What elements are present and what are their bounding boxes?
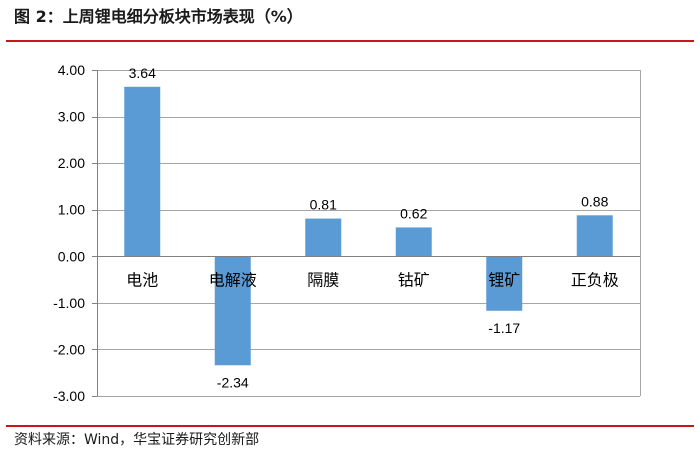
gridlines (97, 70, 641, 397)
data-labels: 3.64 -2.34 0.81 0.62 -1.17 0.88 (129, 65, 609, 390)
bar-隔膜 (305, 218, 342, 257)
data-label: 3.64 (129, 65, 156, 81)
y-tick-label: 2.00 (58, 155, 85, 171)
title-rule (6, 40, 694, 42)
category-label: 正负极 (571, 270, 619, 289)
data-label: 0.88 (581, 193, 608, 209)
axes (92, 70, 640, 397)
category-label: 电解液 (209, 270, 257, 289)
y-tick-label: 0.00 (58, 248, 85, 264)
category-labels: 电池 电解液 隔膜 钴矿 锂矿 正负极 (126, 270, 619, 289)
bars (124, 86, 613, 366)
category-label: 锂矿 (488, 270, 520, 289)
y-tick-label: -1.00 (53, 295, 85, 311)
y-tick-label: 3.00 (58, 109, 85, 125)
bar-正负极 (576, 215, 613, 257)
data-label: -2.34 (217, 374, 249, 390)
bar-电解液 (214, 256, 251, 366)
y-tick-label: -2.00 (53, 341, 85, 357)
y-tick-labels: 4.00 3.00 2.00 1.00 0.00 -1.00 -2.00 -3.00 (53, 62, 85, 404)
source-rule (6, 425, 694, 427)
figure-source: 资料来源：Wind，华宝证券研究创新部 (14, 432, 260, 448)
data-label: 0.81 (310, 197, 337, 213)
bar-电池 (124, 86, 161, 257)
data-label: -1.17 (488, 320, 520, 336)
figure-title: 图 2：上周锂电细分板块市场表现（%） (14, 7, 303, 26)
data-label: 0.62 (400, 205, 427, 221)
bar-钴矿 (395, 227, 432, 257)
bar-锂矿 (486, 256, 523, 311)
y-tick-label: 1.00 (58, 202, 85, 218)
category-label: 隔膜 (307, 270, 339, 289)
y-tick-label: 4.00 (58, 62, 85, 78)
category-label: 钴矿 (398, 270, 430, 289)
y-tick-label: -3.00 (53, 388, 85, 404)
category-label: 电池 (126, 270, 158, 289)
